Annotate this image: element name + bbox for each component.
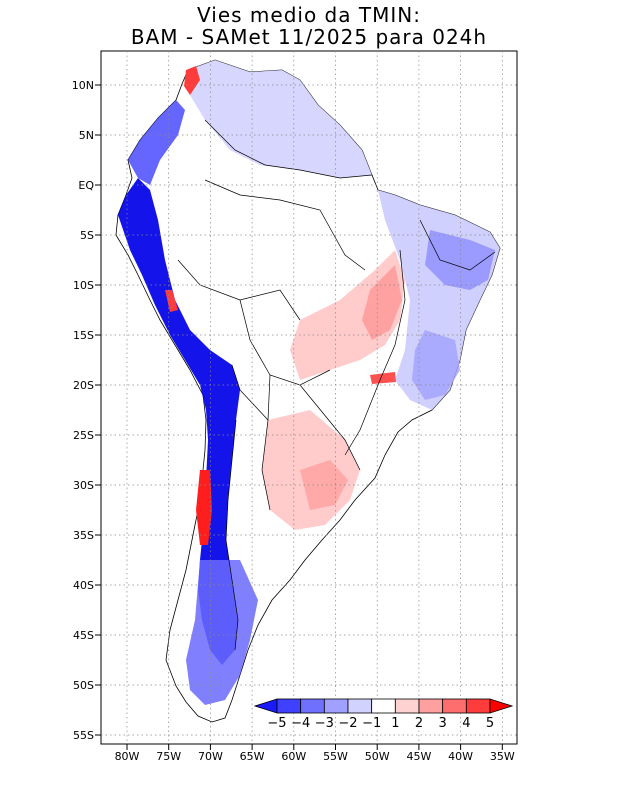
lat-tick-label: 45S (73, 629, 94, 642)
lat-tick-label: 5S (80, 229, 94, 242)
lat-tick-label: 55S (73, 729, 94, 742)
colorbar-label: −5 (267, 716, 286, 731)
lon-tick-label: 40W (448, 750, 473, 763)
colorbar-label: 4 (462, 716, 470, 731)
colorbar-box (300, 698, 325, 714)
colorbar-box (442, 698, 467, 714)
lat-tick-label: 5N (79, 129, 94, 142)
lon-tick-label: 70W (198, 750, 223, 763)
colorbar-max-arrow (489, 698, 514, 714)
mid-blue-patagonia (186, 560, 258, 705)
colorbar-box (371, 698, 396, 714)
lon-tick-label: 55W (323, 750, 348, 763)
lon-tick-label: 65W (240, 750, 265, 763)
red-strip-bolivia (370, 372, 396, 384)
light-blue-north (188, 60, 372, 178)
colorbar-label: −2 (338, 716, 357, 731)
lat-tick-label: 15S (73, 329, 94, 342)
colorbar-label: −4 (291, 716, 310, 731)
map-field (101, 51, 517, 744)
lat-tick-label: 50S (73, 679, 94, 692)
light-red-central (290, 250, 405, 380)
colorbar-box (276, 698, 302, 714)
lon-tick-label: 80W (115, 750, 140, 763)
colorbar-box (323, 698, 349, 714)
colorbar-box (465, 698, 491, 714)
lon-tick-label: 50W (365, 750, 390, 763)
colorbar-label: 2 (415, 716, 423, 731)
colorbar-box (347, 698, 373, 714)
map-title-line1: Vies medio da TMIN: (197, 3, 421, 27)
lat-lon-grid (101, 51, 517, 744)
colorbar-label: −1 (362, 716, 381, 731)
deep-blue-andes (118, 178, 240, 665)
mid-blue-northeast (425, 230, 495, 290)
lat-tick-label: 35S (73, 529, 94, 542)
lat-tick-label: 40S (73, 579, 94, 592)
colorbar-label: 1 (391, 716, 399, 731)
country-borders (177, 119, 496, 651)
lon-tick-label: 35W (490, 750, 515, 763)
lon-tick-label: 60W (281, 750, 306, 763)
mid-blue-bahia (412, 330, 460, 400)
lat-tick-label: 30S (73, 479, 94, 492)
colorbar: −5 −4 −3 −2 −1 1 2 3 4 5 (253, 698, 514, 731)
lat-tick-label: 10N (72, 79, 94, 92)
map-title-line2: BAM - SAMet 11/2025 para 024h (130, 25, 488, 49)
lat-tick-label: 20S (73, 379, 94, 392)
lat-tick-label: 25S (73, 429, 94, 442)
lat-tick-label: EQ (78, 179, 94, 192)
colorbar-box (418, 698, 444, 714)
lat-tick-label: 10S (73, 279, 94, 292)
lon-tick-label: 75W (156, 750, 181, 763)
red-strip-andes (196, 470, 212, 545)
colorbar-label: 3 (439, 716, 447, 731)
mid-blue-andes-north (128, 100, 185, 185)
colorbar-label: −3 (315, 716, 334, 731)
red-spot-colombia (184, 66, 200, 95)
mid-red-central (362, 265, 402, 340)
mid-red-south (300, 460, 348, 510)
colorbar-label: 5 (486, 716, 494, 731)
red-spot-peru (165, 290, 178, 312)
lon-tick-label: 45W (406, 750, 431, 763)
axis-ticks: 10N 5N EQ 5S 10S 15S 20S 25S 30S 35S 40S 45S 50S 55S 8… (72, 79, 515, 763)
colorbar-box (394, 698, 420, 714)
